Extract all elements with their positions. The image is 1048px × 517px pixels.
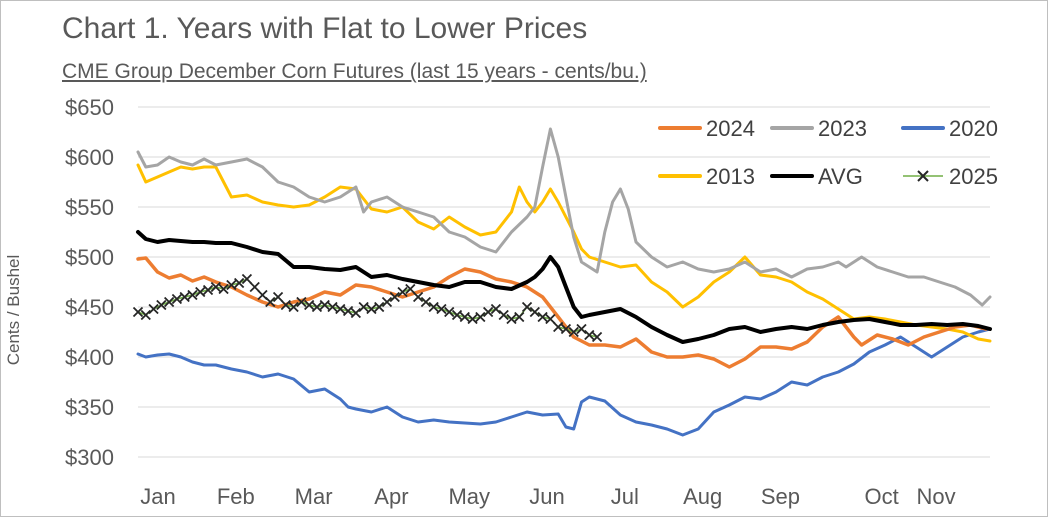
chart-title: Chart 1. Years with Flat to Lower Prices (62, 12, 588, 45)
x-tick-label: Jul (611, 484, 639, 509)
data-point-2025 (179, 291, 190, 303)
data-point-2025 (498, 309, 509, 321)
data-point-2025 (148, 303, 159, 315)
y-tick-label: $300 (65, 445, 114, 470)
data-point-2025 (529, 306, 540, 318)
x-tick-label: Aug (683, 484, 722, 509)
legend-label-2023: 2023 (818, 116, 867, 141)
data-point-2025 (451, 309, 463, 321)
legend-label-2020: 2020 (949, 116, 998, 141)
data-point-2025 (436, 303, 447, 315)
data-point-2025 (553, 321, 564, 333)
data-point-2025 (560, 323, 572, 335)
data-point-2025 (521, 301, 533, 313)
data-point-2025 (218, 283, 229, 295)
data-point-2025 (234, 277, 245, 289)
data-point-2025 (428, 301, 439, 313)
data-point-2025 (514, 311, 525, 323)
data-point-2025 (210, 281, 221, 293)
data-point-2025 (342, 305, 354, 317)
y-tick-label: $650 (65, 95, 114, 120)
y-axis-ticks: $300 $350 $400 $450 $500 $550 $600 $650 (65, 95, 114, 470)
data-point-2025 (272, 291, 284, 303)
data-point-2025 (506, 313, 517, 325)
x-tick-label: May (448, 484, 490, 509)
legend-label-2013: 2013 (706, 164, 755, 189)
series-line-2013 (136, 163, 992, 343)
data-point-2025 (171, 293, 183, 305)
legend-marker-2025 (917, 170, 929, 182)
data-point-2025 (584, 329, 595, 341)
data-point-2025 (405, 283, 416, 295)
y-tick-label: $600 (65, 145, 114, 170)
data-point-2025 (195, 286, 206, 298)
x-tick-label: Jan (140, 484, 175, 509)
y-tick-label: $450 (65, 295, 114, 320)
data-point-2025 (381, 296, 393, 308)
data-point-2025 (319, 299, 330, 311)
x-tick-label: Sep (761, 484, 800, 509)
data-point-2025 (241, 273, 253, 285)
data-point-2025 (335, 303, 346, 315)
data-point-2025 (288, 301, 299, 313)
x-tick-label: Feb (217, 484, 255, 509)
data-point-2025 (132, 306, 144, 318)
data-point-2025 (374, 301, 385, 313)
data-point-2025 (327, 301, 338, 313)
data-point-2025 (545, 313, 556, 325)
data-point-2025 (467, 313, 478, 325)
data-point-2025 (202, 284, 214, 296)
x-tick-label: Jun (529, 484, 564, 509)
y-tick-label: $400 (65, 345, 114, 370)
legend-label-2024: 2024 (706, 116, 755, 141)
x-tick-label: Oct (864, 484, 898, 509)
data-point-2025 (265, 296, 276, 308)
x-tick-label: Nov (917, 484, 956, 509)
data-point-2025 (226, 279, 237, 291)
series-lines (132, 127, 992, 437)
data-point-2025 (420, 296, 432, 308)
data-point-2025 (249, 281, 260, 293)
series-line-2024 (136, 256, 988, 369)
legend-label-2025: 2025 (949, 164, 998, 189)
data-point-2025 (576, 323, 587, 335)
data-point-2025 (475, 311, 486, 323)
data-point-2025 (537, 311, 548, 323)
data-point-2025 (304, 299, 315, 311)
x-tick-label: Mar (295, 484, 333, 509)
data-point-2025 (280, 299, 291, 311)
legend: 2024 2023 2020 2013 AVG 2025 (658, 116, 998, 189)
data-point-2025 (350, 307, 361, 319)
data-point-2025 (397, 286, 408, 298)
data-point-2025 (358, 301, 369, 313)
data-point-2025 (140, 309, 151, 321)
y-tick-label: $500 (65, 245, 114, 270)
y-tick-label: $550 (65, 195, 114, 220)
data-point-2025 (311, 301, 323, 313)
x-axis-ticks: Jan Feb Mar Apr May Jun Jul Aug Sep Oct Nov (140, 484, 955, 509)
series-line-2020 (136, 327, 992, 437)
x-tick-label: Apr (374, 484, 408, 509)
data-point-2025 (459, 311, 470, 323)
data-point-2025 (296, 296, 307, 308)
series-line-2023 (136, 127, 992, 307)
data-point-2025 (444, 306, 455, 318)
y-tick-label: $350 (65, 395, 114, 420)
chart-subtitle: CME Group December Corn Futures (last 15… (62, 60, 647, 83)
data-point-2025 (187, 289, 198, 301)
data-point-2025 (412, 291, 424, 303)
data-point-2025 (490, 303, 502, 315)
data-point-2025 (366, 303, 377, 315)
data-point-2025 (591, 331, 603, 343)
data-point-2025 (568, 326, 579, 338)
data-point-2025 (156, 299, 167, 311)
data-point-2025 (483, 306, 494, 318)
series-line-AVG (136, 230, 992, 344)
data-point-2025 (163, 296, 175, 308)
legend-label-AVG: AVG (818, 164, 863, 189)
data-point-2025 (389, 291, 400, 303)
